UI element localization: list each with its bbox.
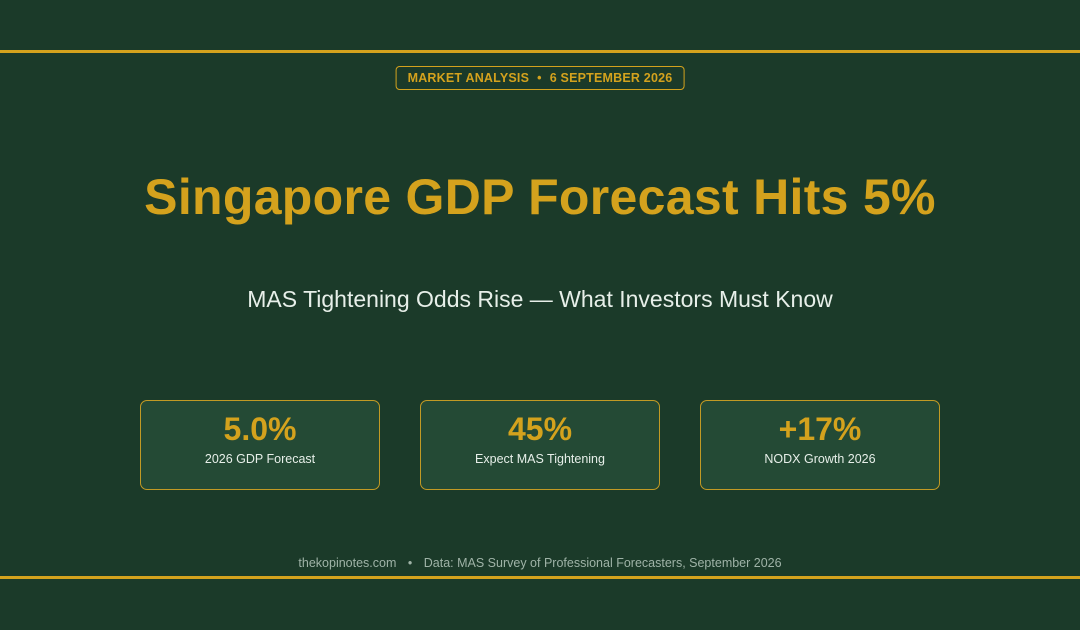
category-label: MARKET ANALYSIS bbox=[407, 71, 530, 85]
stat-card-mas-tightening: 45% Expect MAS Tightening bbox=[420, 400, 660, 490]
footer: thekopinotes.com • Data: MAS Survey of P… bbox=[0, 556, 1080, 570]
stat-card-gdp-forecast: 5.0% 2026 GDP Forecast bbox=[140, 400, 380, 490]
stat-label: NODX Growth 2026 bbox=[764, 452, 876, 466]
category-date-badge: MARKET ANALYSIS • 6 SEPTEMBER 2026 bbox=[395, 66, 685, 90]
headline-title: Singapore GDP Forecast Hits 5% bbox=[144, 169, 936, 225]
stat-value: +17% bbox=[778, 411, 862, 447]
stat-value: 45% bbox=[507, 411, 573, 447]
date-label: 6 SEPTEMBER 2026 bbox=[549, 71, 673, 85]
footer-source: Data: MAS Survey of Professional Forecas… bbox=[423, 556, 782, 570]
footer-separator: • bbox=[407, 556, 413, 570]
badge-separator: • bbox=[537, 71, 542, 85]
stat-label: Expect MAS Tightening bbox=[475, 452, 605, 466]
top-gold-rule bbox=[0, 50, 1080, 53]
stat-card-nodx-growth: +17% NODX Growth 2026 bbox=[700, 400, 940, 490]
headline-subtitle: MAS Tightening Odds Rise — What Investor… bbox=[247, 286, 833, 312]
stat-value: 5.0% bbox=[223, 411, 297, 447]
bottom-gold-rule bbox=[0, 576, 1080, 579]
stat-cards: 5.0% 2026 GDP Forecast 45% Expect MAS Ti… bbox=[140, 400, 940, 490]
footer-site: thekopinotes.com bbox=[298, 556, 397, 570]
stat-label: 2026 GDP Forecast bbox=[204, 452, 316, 466]
